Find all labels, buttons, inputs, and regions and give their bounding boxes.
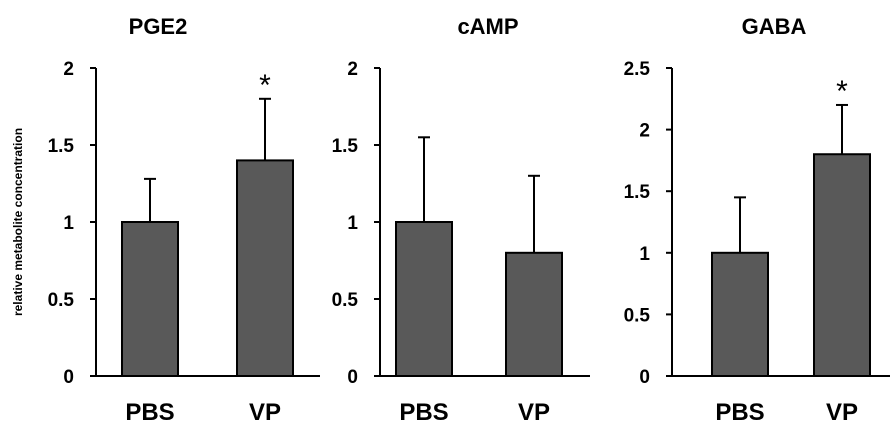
chart-panel-camp: cAMP 0 0.5 1 1.5 2 PBS VP	[332, 14, 590, 426]
y-tick-label: 2.5	[624, 59, 651, 80]
x-tick-label: PBS	[125, 399, 174, 426]
y-tick-label: 0.5	[332, 290, 359, 311]
y-tick-label: 0	[639, 367, 650, 388]
y-tick-label: 1	[639, 244, 650, 265]
bar-pbs	[711, 251, 769, 377]
y-tick-label: 2	[63, 59, 74, 80]
y-tick-label: 0.5	[48, 290, 75, 311]
significance-marker: *	[836, 75, 848, 108]
bar-vp	[505, 251, 563, 377]
chart-title: PGE2	[129, 14, 188, 39]
chart-panel-gaba: GABA 0 0.5 1 1.5 2 2.5 PBS * VP	[624, 14, 890, 426]
x-tick-label: PBS	[715, 399, 764, 426]
x-tick-label: VP	[826, 399, 858, 426]
y-tick-label: 1.5	[624, 182, 651, 203]
y-tick-label: 1.5	[332, 136, 359, 157]
y-tick-label: 2	[347, 59, 358, 80]
bar-vp	[813, 153, 871, 377]
bar-pbs	[395, 221, 453, 377]
bar-vp	[236, 159, 294, 377]
y-tick-label: 0	[347, 367, 358, 388]
y-tick-label: 0.5	[624, 305, 651, 326]
bar-pbs	[121, 221, 179, 377]
y-tick-label: 1.5	[48, 136, 75, 157]
x-tick-label: PBS	[399, 399, 448, 426]
y-tick-label: 2	[639, 121, 650, 142]
chart-panel-pge2: PGE2 0 0.5 1 1.5 2 PBS * VP	[48, 14, 320, 426]
figure-ylabel: relative metabolite concentration	[11, 128, 25, 316]
x-tick-label: VP	[518, 399, 550, 426]
chart-title: GABA	[742, 14, 807, 39]
chart-title: cAMP	[457, 14, 518, 39]
y-tick-label: 0	[63, 367, 74, 388]
x-tick-label: VP	[249, 399, 281, 426]
y-tick-label: 1	[347, 213, 358, 234]
y-tick-label: 1	[63, 213, 74, 234]
significance-marker: *	[259, 69, 271, 102]
